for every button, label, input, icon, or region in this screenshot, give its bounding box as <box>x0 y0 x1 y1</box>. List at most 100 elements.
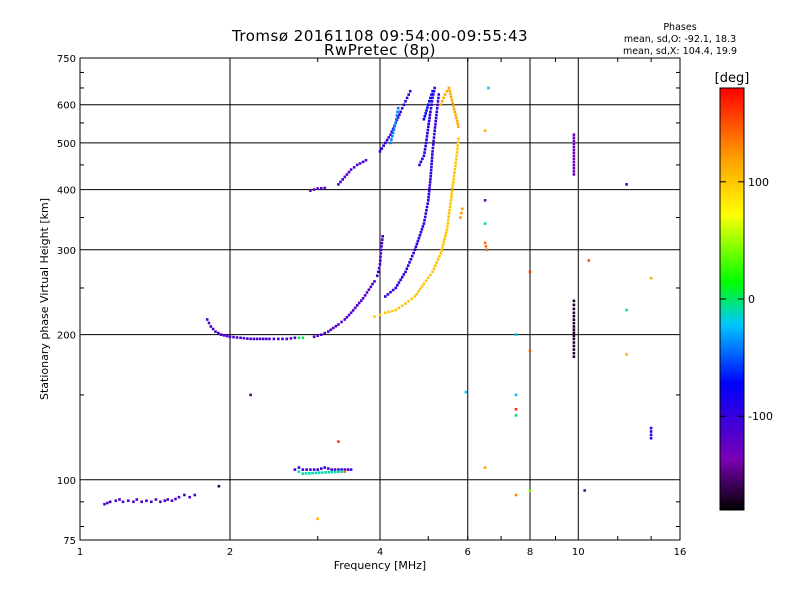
data-point <box>421 225 425 228</box>
data-point <box>572 325 576 328</box>
data-point <box>211 327 215 331</box>
data-point <box>427 119 431 123</box>
x-tick-label: 4 <box>377 547 383 558</box>
data-point <box>400 275 404 279</box>
data-point <box>450 196 453 199</box>
data-point <box>413 248 417 252</box>
data-point <box>118 498 121 501</box>
data-point <box>422 222 426 225</box>
data-point <box>423 215 427 219</box>
data-point <box>357 301 361 305</box>
data-point <box>317 471 321 474</box>
data-point <box>367 288 371 291</box>
data-point <box>422 154 426 158</box>
data-point <box>272 337 276 341</box>
data-point <box>514 333 518 336</box>
data-point <box>437 93 441 96</box>
data-point <box>333 468 337 471</box>
colorbar-tick-label: 0 <box>748 293 755 306</box>
data-point <box>572 151 576 155</box>
data-point <box>135 498 139 501</box>
data-point <box>625 183 628 186</box>
data-point <box>377 266 381 270</box>
data-point <box>376 274 379 278</box>
data-point <box>572 318 576 321</box>
data-point <box>232 335 235 339</box>
data-point <box>444 234 447 237</box>
data-point <box>427 196 430 199</box>
data-point <box>408 89 412 93</box>
data-point <box>442 240 446 243</box>
data-point <box>427 199 430 202</box>
data-point <box>309 189 312 192</box>
colorbar: [deg] 100 0 -100 <box>715 71 773 511</box>
data-point <box>514 493 518 497</box>
data-point <box>419 231 423 234</box>
data-point <box>528 349 532 353</box>
data-point <box>459 216 462 219</box>
data-point <box>434 123 437 126</box>
data-point <box>425 135 429 138</box>
data-point <box>455 119 459 123</box>
data-point <box>425 209 428 212</box>
data-point <box>572 328 576 331</box>
data-point <box>430 93 433 96</box>
data-point <box>416 239 420 243</box>
data-point <box>424 279 428 283</box>
data-point <box>430 159 434 162</box>
data-point <box>265 337 268 341</box>
data-point <box>337 183 340 186</box>
data-point <box>423 151 426 154</box>
data-point <box>409 258 413 261</box>
y-tick-label: 200 <box>57 331 76 342</box>
data-point <box>323 186 327 190</box>
data-point <box>415 292 418 296</box>
data-point <box>249 393 252 397</box>
data-point <box>332 326 335 330</box>
data-point <box>449 92 452 96</box>
data-point <box>572 314 576 318</box>
data-point <box>435 261 438 264</box>
colorbar-tick-label: 100 <box>748 176 769 189</box>
data-point <box>433 86 436 90</box>
data-point <box>301 472 305 475</box>
data-point <box>439 252 443 255</box>
data-point <box>442 96 445 100</box>
data-point <box>277 337 280 341</box>
data-point <box>461 207 464 211</box>
data-point <box>450 190 454 193</box>
data-point <box>358 162 362 165</box>
data-point <box>432 267 436 271</box>
data-point <box>430 162 433 166</box>
data-point <box>376 270 380 274</box>
data-point <box>447 212 451 215</box>
data-point <box>389 133 392 136</box>
data-point <box>378 262 382 266</box>
data-point <box>404 100 407 103</box>
data-point <box>438 255 441 258</box>
data-point <box>429 110 432 114</box>
data-point <box>225 334 229 338</box>
data-point <box>285 337 289 341</box>
data-point <box>425 138 428 141</box>
data-point <box>363 294 367 297</box>
data-point <box>430 156 434 159</box>
data-point <box>422 117 426 121</box>
data-point <box>454 161 458 164</box>
data-point <box>407 93 410 96</box>
data-point <box>103 502 106 506</box>
data-point <box>451 187 454 190</box>
data-point <box>391 131 395 135</box>
data-point <box>572 145 576 149</box>
data-point <box>572 136 576 139</box>
data-point <box>451 184 455 187</box>
data-point <box>451 101 454 105</box>
data-point <box>392 128 396 131</box>
data-point <box>484 245 488 248</box>
data-point <box>219 333 223 336</box>
data-point <box>445 89 449 93</box>
data-point <box>426 131 429 135</box>
x-tick-label: 8 <box>527 547 533 558</box>
data-point <box>457 125 460 129</box>
data-point <box>426 202 429 205</box>
